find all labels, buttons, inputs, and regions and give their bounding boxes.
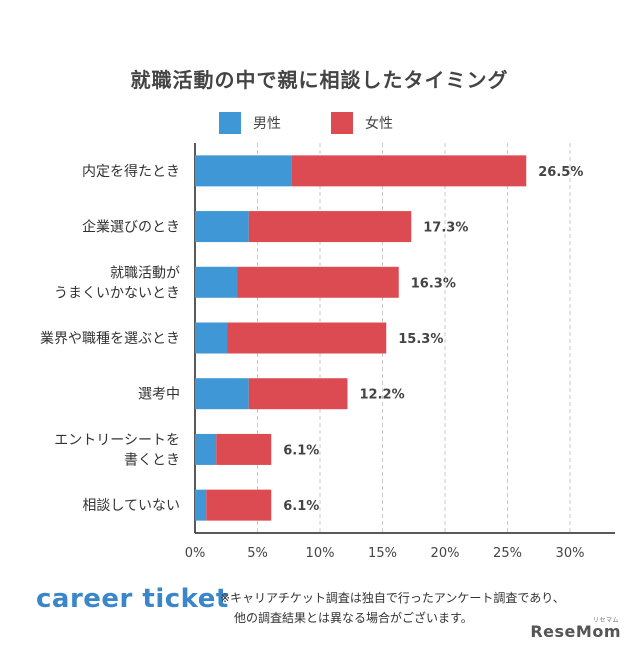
bar-segment-female bbox=[248, 378, 348, 410]
bar-total-label: 16.3% bbox=[411, 276, 456, 291]
bar-segment-male bbox=[195, 433, 217, 465]
resemom-logo-small: リセマム bbox=[592, 617, 619, 624]
bar-segment-male bbox=[195, 322, 228, 354]
x-tick-label: 0% bbox=[185, 546, 206, 561]
category-label: 相談していない bbox=[82, 498, 180, 514]
bar-segment-female bbox=[248, 211, 412, 243]
bar-segment-male bbox=[195, 211, 249, 243]
resemom-logo-text: ReseMom bbox=[530, 622, 621, 641]
bar-total-label: 12.2% bbox=[360, 388, 405, 403]
bar-total-label: 6.1% bbox=[283, 443, 319, 458]
survey-note-line2: 他の調査結果とは異なる場合がございます。 bbox=[234, 611, 473, 625]
category-label: エントリーシートを bbox=[54, 432, 180, 448]
bar-total-label: 6.1% bbox=[283, 499, 319, 514]
category-label: 内定を得たとき bbox=[82, 163, 180, 180]
x-tick-label: 25% bbox=[493, 546, 522, 561]
bar-total-label: 17.3% bbox=[423, 221, 468, 236]
survey-note-line1: ※キャリアチケット調査は独自で行ったアンケート調査であり、 bbox=[220, 591, 565, 605]
bar-segment-female bbox=[216, 433, 272, 465]
bar-segment-male bbox=[195, 155, 292, 187]
category-label: 書くとき bbox=[124, 452, 180, 468]
x-tick-label: 15% bbox=[368, 546, 397, 561]
category-label: 就職活動が bbox=[110, 265, 180, 281]
category-label: 業界や職種を選ぶとき bbox=[40, 331, 180, 347]
x-tick-label: 20% bbox=[431, 546, 460, 561]
legend-swatch-female bbox=[331, 112, 353, 134]
x-tick-label: 5% bbox=[247, 546, 268, 561]
category-label: 選考中 bbox=[138, 387, 180, 403]
legend-item-female: 女性 bbox=[331, 112, 393, 134]
category-label: うまくいかないとき bbox=[54, 285, 180, 301]
chart-title: 就職活動の中で親に相談したタイミング bbox=[130, 68, 509, 92]
bar-segment-male bbox=[195, 266, 238, 298]
x-tick-label: 10% bbox=[306, 546, 335, 561]
bar-segment-female bbox=[227, 322, 387, 354]
legend: 男性 女性 bbox=[219, 112, 443, 134]
bar-segment-female bbox=[206, 489, 272, 521]
bar-total-label: 15.3% bbox=[398, 332, 443, 347]
x-tick-label: 30% bbox=[556, 546, 585, 561]
category-label: 企業選びのとき bbox=[82, 219, 180, 236]
survey-note: ※キャリアチケット調査は独自で行ったアンケート調査であり、 他の調査結果とは異な… bbox=[220, 588, 565, 628]
career-ticket-logo: career ticket bbox=[36, 584, 229, 614]
bar-segment-female bbox=[291, 155, 527, 187]
legend-swatch-male bbox=[219, 112, 241, 134]
bar-total-label: 26.5% bbox=[538, 165, 583, 180]
legend-label-female: 女性 bbox=[365, 116, 393, 132]
legend-item-male: 男性 bbox=[219, 112, 281, 134]
resemom-logo: リセマム ReseMom bbox=[530, 617, 621, 641]
bar-segment-male bbox=[195, 489, 207, 521]
bar-segment-male bbox=[195, 378, 249, 410]
bar-segment-female bbox=[237, 266, 399, 298]
legend-label-male: 男性 bbox=[253, 116, 281, 132]
